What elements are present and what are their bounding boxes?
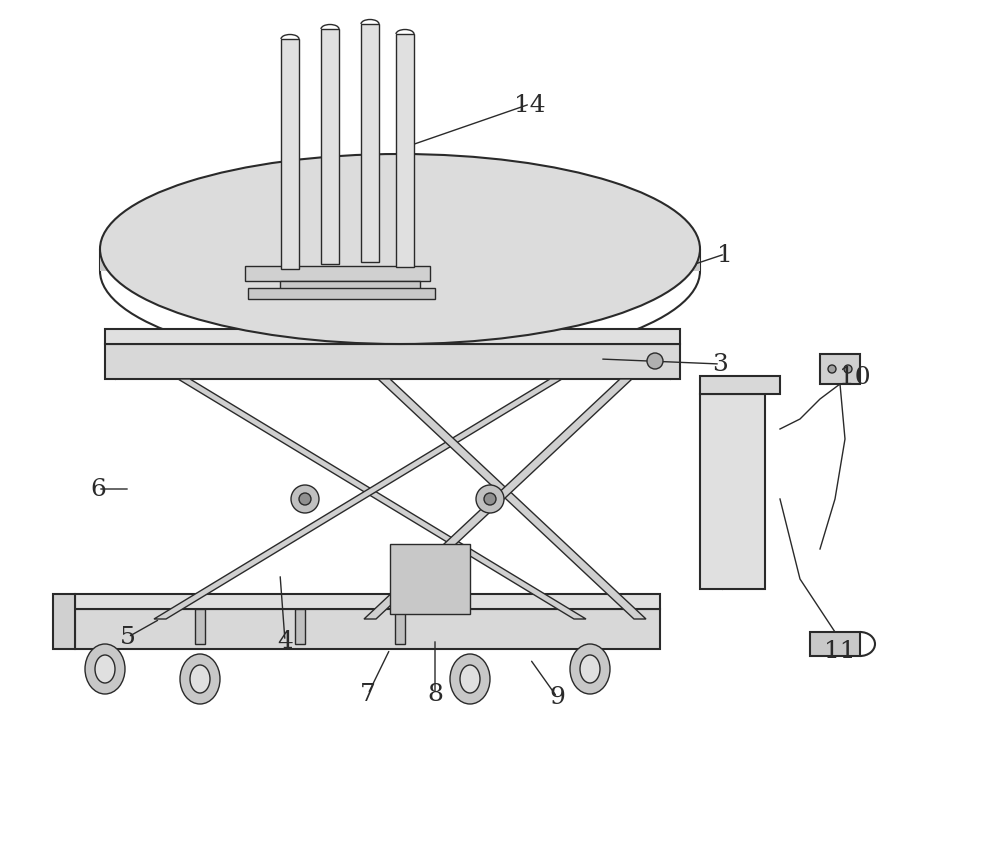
Polygon shape xyxy=(321,30,339,264)
Ellipse shape xyxy=(570,644,610,694)
Polygon shape xyxy=(378,380,646,619)
Polygon shape xyxy=(810,632,860,656)
Text: 3: 3 xyxy=(712,353,728,376)
Text: 8: 8 xyxy=(427,682,443,705)
Polygon shape xyxy=(361,25,379,263)
Ellipse shape xyxy=(85,644,125,694)
Polygon shape xyxy=(820,355,860,385)
Polygon shape xyxy=(178,380,586,619)
Text: 14: 14 xyxy=(514,93,546,116)
Polygon shape xyxy=(105,345,680,380)
Polygon shape xyxy=(53,595,75,649)
Text: 1: 1 xyxy=(717,243,733,266)
Circle shape xyxy=(828,366,836,374)
Polygon shape xyxy=(396,35,414,268)
Polygon shape xyxy=(295,609,305,644)
Polygon shape xyxy=(280,281,420,294)
Polygon shape xyxy=(364,380,632,619)
Circle shape xyxy=(647,354,663,369)
Circle shape xyxy=(484,493,496,506)
Circle shape xyxy=(476,485,504,514)
Polygon shape xyxy=(245,267,430,281)
Polygon shape xyxy=(390,544,470,614)
Text: 11: 11 xyxy=(824,640,856,663)
Polygon shape xyxy=(100,250,700,272)
Ellipse shape xyxy=(460,665,480,693)
Polygon shape xyxy=(395,609,405,644)
Text: 4: 4 xyxy=(277,630,293,653)
Polygon shape xyxy=(700,376,780,395)
Circle shape xyxy=(844,366,852,374)
Circle shape xyxy=(291,485,319,514)
Ellipse shape xyxy=(450,654,490,705)
Polygon shape xyxy=(75,595,660,609)
Polygon shape xyxy=(281,40,299,270)
Text: 7: 7 xyxy=(360,682,376,705)
Polygon shape xyxy=(248,288,435,299)
Polygon shape xyxy=(75,609,660,649)
Text: 9: 9 xyxy=(549,686,565,709)
Text: 10: 10 xyxy=(839,366,871,389)
Text: 6: 6 xyxy=(90,478,106,501)
Ellipse shape xyxy=(95,655,115,683)
Polygon shape xyxy=(154,380,562,619)
Polygon shape xyxy=(700,395,765,589)
Ellipse shape xyxy=(100,154,700,345)
Ellipse shape xyxy=(180,654,220,705)
Polygon shape xyxy=(105,329,680,345)
Text: 5: 5 xyxy=(120,626,136,649)
Ellipse shape xyxy=(190,665,210,693)
Polygon shape xyxy=(195,609,205,644)
Circle shape xyxy=(299,493,311,506)
Ellipse shape xyxy=(580,655,600,683)
